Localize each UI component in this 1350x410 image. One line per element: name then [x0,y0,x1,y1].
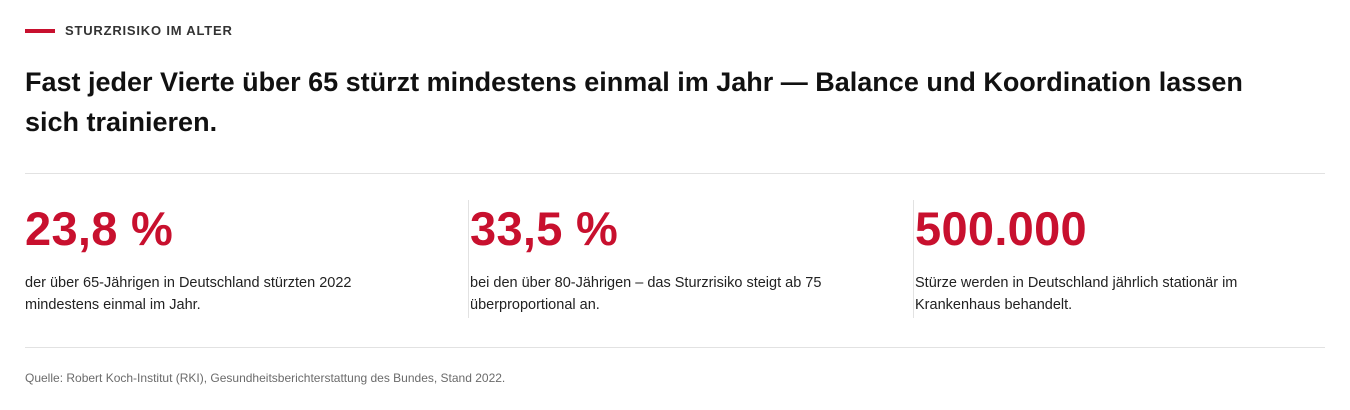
stat-card: 33,5 % bei den über 80-Jährigen – das St… [468,200,889,318]
stat-description: bei den über 80-Jährigen – das Sturzrisi… [470,275,822,313]
kicker-accent-bar [25,29,55,33]
headline: Fast jeder Vierte über 65 stürzt mindest… [25,67,1243,137]
stat-card: 23,8 % der über 65-Jährigen in Deutschla… [25,200,445,318]
stat-card: 500.000 Stürze werden in Deutschland jäh… [913,200,1324,318]
kicker: STURZRISIKO IM ALTER [25,23,233,39]
bottom-divider [25,347,1325,348]
kicker-label: STURZRISIKO IM ALTER [65,23,233,38]
source-note: Quelle: Robert Koch-Institut (RKI), Gesu… [25,371,506,385]
stat-value: 33,5 % [470,202,619,255]
top-divider [25,173,1325,174]
stat-value: 23,8 % [25,202,174,255]
stat-value: 500.000 [915,202,1087,255]
stat-description: Stürze werden in Deutschland jährlich st… [915,275,1238,313]
stat-description: der über 65-Jährigen in Deutschland stür… [25,275,352,313]
stats-row: 23,8 % der über 65-Jährigen in Deutschla… [25,200,1325,318]
